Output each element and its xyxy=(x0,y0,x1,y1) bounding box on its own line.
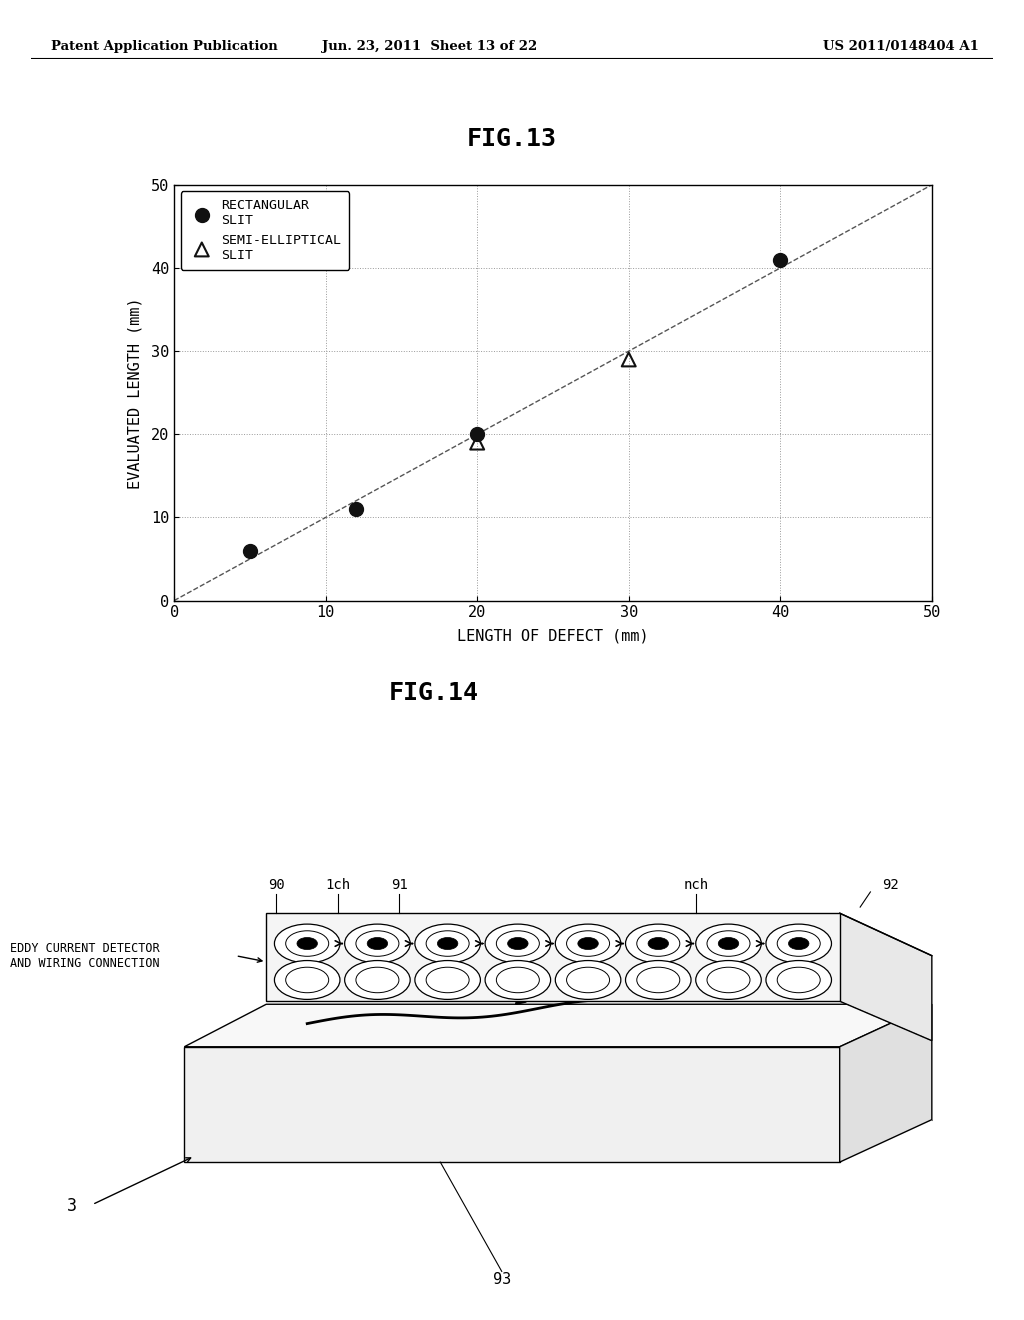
Circle shape xyxy=(555,961,621,999)
Circle shape xyxy=(788,937,809,949)
Text: EDDY CURRENT DETECTOR
AND WIRING CONNECTION: EDDY CURRENT DETECTOR AND WIRING CONNECT… xyxy=(10,941,160,970)
Circle shape xyxy=(707,931,750,956)
SEMI-ELLIPTICAL
SLIT xyxy=(469,432,485,453)
Circle shape xyxy=(578,937,598,949)
Circle shape xyxy=(695,961,761,999)
X-axis label: LENGTH OF DEFECT (mm): LENGTH OF DEFECT (mm) xyxy=(457,628,649,644)
Circle shape xyxy=(497,968,540,993)
Legend: RECTANGULAR
SLIT, SEMI-ELLIPTICAL
SLIT: RECTANGULAR SLIT, SEMI-ELLIPTICAL SLIT xyxy=(180,191,349,269)
Circle shape xyxy=(497,931,540,956)
Polygon shape xyxy=(266,913,840,1001)
Circle shape xyxy=(274,961,340,999)
Polygon shape xyxy=(840,1005,932,1162)
Text: 93: 93 xyxy=(493,1271,511,1287)
Polygon shape xyxy=(184,1047,840,1162)
Text: Patent Application Publication: Patent Application Publication xyxy=(51,40,278,53)
Circle shape xyxy=(626,961,691,999)
Circle shape xyxy=(777,968,820,993)
Circle shape xyxy=(368,937,388,949)
Circle shape xyxy=(426,931,469,956)
Circle shape xyxy=(437,937,458,949)
Circle shape xyxy=(637,931,680,956)
Circle shape xyxy=(345,961,411,999)
Circle shape xyxy=(286,931,329,956)
Text: 3: 3 xyxy=(67,1197,77,1214)
Circle shape xyxy=(626,924,691,964)
Circle shape xyxy=(415,924,480,964)
Circle shape xyxy=(426,968,469,993)
Circle shape xyxy=(345,924,411,964)
Circle shape xyxy=(485,924,551,964)
Circle shape xyxy=(485,961,551,999)
Text: nch: nch xyxy=(684,878,709,892)
RECTANGULAR
SLIT xyxy=(348,499,365,520)
Circle shape xyxy=(415,961,480,999)
Circle shape xyxy=(356,968,399,993)
Circle shape xyxy=(566,968,609,993)
Text: Jun. 23, 2011  Sheet 13 of 22: Jun. 23, 2011 Sheet 13 of 22 xyxy=(323,40,538,53)
Circle shape xyxy=(637,968,680,993)
Circle shape xyxy=(777,931,820,956)
Circle shape xyxy=(297,937,317,949)
Text: FIG.14: FIG.14 xyxy=(389,681,479,705)
Text: US 2011/0148404 A1: US 2011/0148404 A1 xyxy=(823,40,979,53)
Polygon shape xyxy=(184,1005,932,1047)
Y-axis label: EVALUATED LENGTH (mm): EVALUATED LENGTH (mm) xyxy=(128,297,142,488)
Text: 92: 92 xyxy=(883,878,899,892)
Polygon shape xyxy=(840,913,932,1040)
SEMI-ELLIPTICAL
SLIT xyxy=(621,348,637,370)
RECTANGULAR
SLIT xyxy=(469,424,485,445)
Text: 90: 90 xyxy=(268,878,285,892)
Text: 91: 91 xyxy=(391,878,408,892)
Circle shape xyxy=(508,937,528,949)
Circle shape xyxy=(707,968,750,993)
Circle shape xyxy=(566,931,609,956)
Circle shape xyxy=(274,924,340,964)
Circle shape xyxy=(356,931,399,956)
Text: 1ch: 1ch xyxy=(326,878,350,892)
Circle shape xyxy=(648,937,669,949)
Text: FIG.13: FIG.13 xyxy=(467,127,557,150)
Circle shape xyxy=(766,961,831,999)
Circle shape xyxy=(718,937,738,949)
Circle shape xyxy=(766,924,831,964)
Circle shape xyxy=(695,924,761,964)
RECTANGULAR
SLIT xyxy=(772,249,788,271)
RECTANGULAR
SLIT xyxy=(242,540,258,561)
Circle shape xyxy=(555,924,621,964)
Circle shape xyxy=(286,968,329,993)
